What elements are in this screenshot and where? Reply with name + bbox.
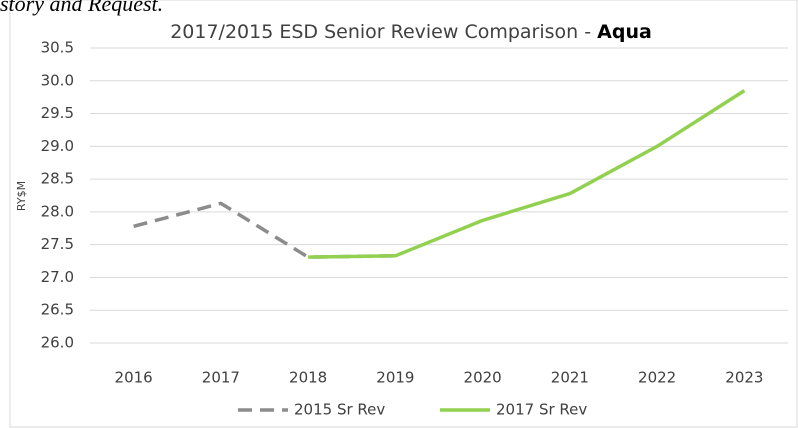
- y-tick-label: 28.5: [41, 170, 74, 188]
- y-tick-label: 27.5: [41, 235, 74, 253]
- y-tick-label: 28.0: [41, 202, 74, 220]
- y-tick-label: 26.0: [41, 334, 74, 352]
- y-tick-label: 27.0: [41, 268, 74, 286]
- legend-label: 2017 Sr Rev: [496, 401, 587, 419]
- annotation: story and Request.: [0, 0, 163, 16]
- series-line: [308, 89, 746, 259]
- y-tick-label: 29.5: [41, 104, 74, 122]
- y-axis-label: RY$M: [15, 181, 28, 211]
- x-tick-label: 2022: [638, 369, 676, 387]
- chart-title: 2017/2015 ESD Senior Review Comparison -…: [170, 21, 652, 43]
- x-tick-label: 2019: [376, 369, 414, 387]
- x-tick-label: 2016: [115, 369, 153, 387]
- x-tick-label: 2017: [202, 369, 240, 387]
- legend-label: 2015 Sr Rev: [294, 401, 385, 419]
- x-tick-label: 2021: [551, 369, 589, 387]
- y-tick-label: 30.0: [41, 71, 74, 89]
- x-tick-label: 2020: [464, 369, 502, 387]
- title-text: 2017/2015 ESD Senior Review Comparison -: [170, 21, 591, 43]
- y-tick-label: 30.5: [41, 39, 74, 57]
- series-line: [133, 201, 396, 259]
- y-tick-label: 26.5: [41, 301, 74, 319]
- x-tick-label: 2023: [725, 369, 763, 387]
- chart-frame: [9, 0, 798, 428]
- title-emphasis: Aqua: [597, 21, 652, 43]
- x-tick-label: 2018: [289, 369, 327, 387]
- y-tick-label: 29.0: [41, 137, 74, 155]
